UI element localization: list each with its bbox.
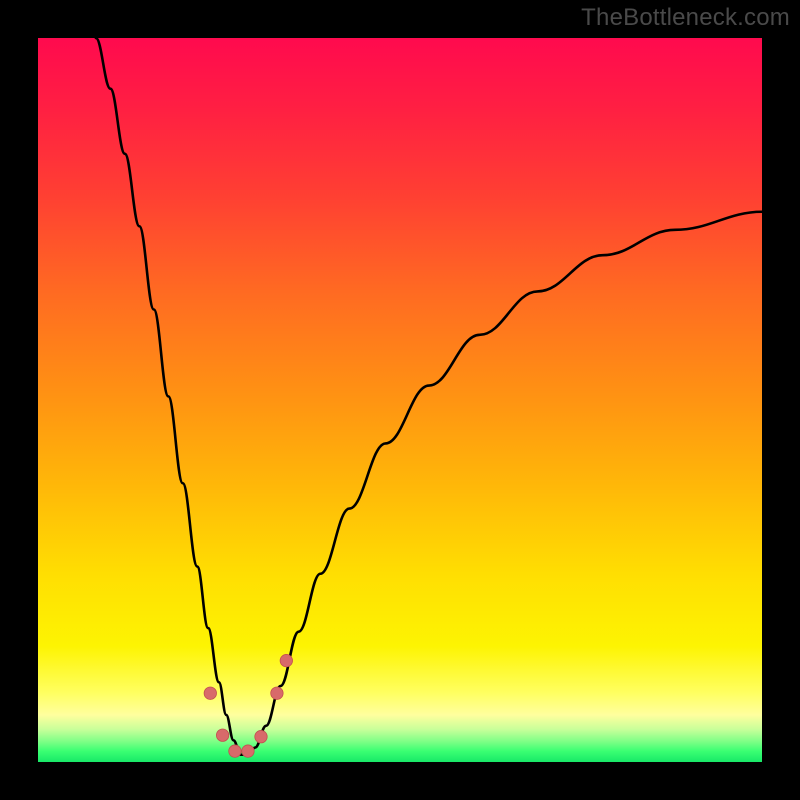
curve-marker <box>242 745 254 757</box>
curve-marker <box>255 730 267 742</box>
curve-marker <box>216 729 228 741</box>
bottleneck-curve <box>96 38 762 755</box>
curve-marker <box>280 654 292 666</box>
watermark-text: TheBottleneck.com <box>581 4 790 32</box>
curve-marker <box>229 745 241 757</box>
curve-marker <box>271 687 283 699</box>
curve-marker <box>204 687 216 699</box>
chart-svg <box>38 38 762 762</box>
